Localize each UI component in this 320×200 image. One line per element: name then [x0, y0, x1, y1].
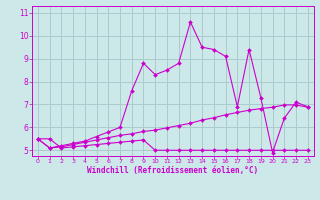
- X-axis label: Windchill (Refroidissement éolien,°C): Windchill (Refroidissement éolien,°C): [87, 166, 258, 175]
